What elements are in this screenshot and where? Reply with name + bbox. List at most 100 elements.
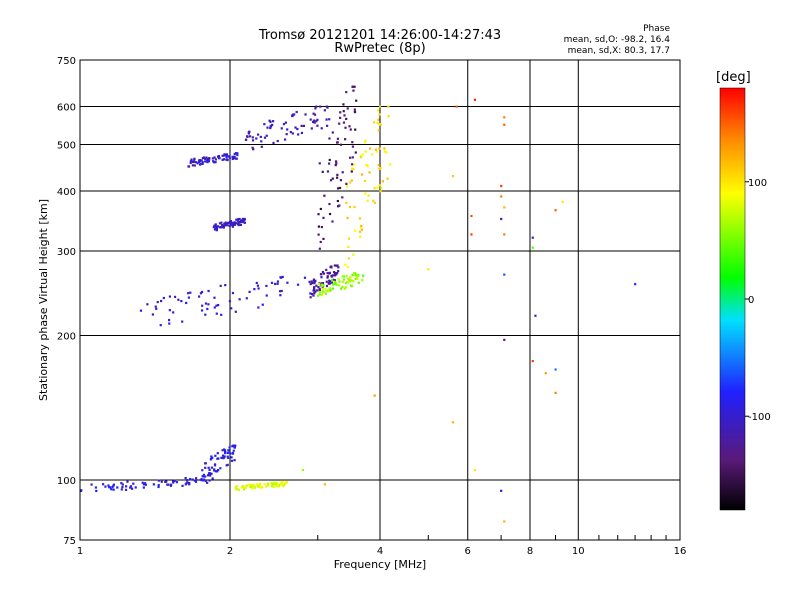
data-point (200, 159, 203, 162)
data-point (324, 290, 328, 293)
data-point (220, 224, 224, 227)
data-point (359, 235, 362, 238)
data-point (357, 281, 360, 284)
data-point (242, 488, 246, 491)
y-tick-label: 600 (57, 103, 76, 114)
data-point (352, 167, 355, 171)
data-point (205, 156, 208, 159)
data-point (253, 288, 256, 291)
data-point (341, 280, 344, 284)
data-point (347, 245, 350, 248)
data-point (500, 184, 503, 188)
y-tick-label: 500 (57, 141, 76, 152)
colorbar-title: [deg] (716, 70, 751, 85)
data-point (320, 282, 323, 285)
data-point (335, 273, 338, 276)
data-point (364, 192, 367, 195)
data-point (328, 162, 331, 165)
data-point (188, 477, 192, 481)
data-point (320, 283, 324, 286)
data-point (202, 473, 206, 477)
data-point (364, 139, 367, 142)
data-point (352, 273, 355, 276)
data-point (316, 294, 320, 297)
data-point (202, 475, 205, 478)
data-point (247, 132, 250, 135)
data-point (121, 483, 124, 486)
data-point (337, 205, 340, 208)
data-point (211, 456, 214, 459)
data-point (282, 123, 286, 126)
data-point (286, 128, 289, 131)
data-point (226, 455, 229, 458)
data-point (227, 451, 230, 454)
data-point (531, 236, 534, 239)
data-point (342, 275, 345, 278)
data-point (200, 309, 204, 312)
data-point (358, 230, 362, 233)
data-point (258, 486, 262, 489)
data-point (372, 199, 375, 202)
data-point (233, 152, 236, 156)
data-point (213, 156, 216, 159)
data-point (325, 124, 329, 127)
data-point (314, 107, 317, 110)
data-point (337, 266, 340, 269)
data-point (315, 105, 318, 108)
data-point (155, 307, 158, 310)
data-point (251, 136, 254, 139)
data-point (344, 286, 348, 289)
data-point (208, 157, 211, 160)
data-point (297, 133, 300, 136)
data-point (356, 277, 359, 280)
data-point (144, 483, 147, 486)
data-point (227, 155, 230, 158)
data-point (321, 170, 324, 173)
data-point (259, 485, 262, 488)
data-point (104, 485, 107, 488)
data-point (101, 483, 105, 486)
data-point (168, 295, 172, 298)
data-point (320, 127, 323, 130)
data-point (378, 167, 381, 170)
data-point (234, 310, 237, 313)
data-point (215, 227, 218, 231)
data-point (333, 282, 336, 286)
data-point (308, 280, 311, 283)
data-point (238, 298, 241, 301)
data-point (375, 150, 379, 153)
data-point (171, 480, 175, 483)
data-point (376, 186, 379, 189)
x-axis-label: Frequency [MHz] (334, 558, 426, 571)
data-point (187, 165, 190, 168)
data-point (235, 222, 238, 225)
data-point (129, 486, 132, 489)
data-point (377, 109, 380, 112)
data-point (333, 264, 336, 267)
data-point (214, 223, 217, 226)
data-point (354, 151, 357, 154)
data-point (339, 111, 342, 114)
x-tick-label: 2 (227, 546, 233, 557)
data-point (276, 485, 279, 488)
data-point (236, 153, 239, 157)
data-point (303, 276, 307, 279)
data-point (241, 485, 244, 489)
data-point (322, 237, 325, 240)
data-point (107, 484, 110, 487)
data-point (177, 298, 180, 301)
data-point (323, 483, 327, 486)
data-point (198, 159, 201, 162)
data-point (159, 324, 162, 327)
data-point (320, 276, 323, 279)
data-point (273, 282, 277, 286)
data-point (201, 304, 204, 307)
data-point (339, 287, 343, 290)
data-point (252, 484, 255, 487)
data-point (253, 485, 256, 488)
data-point (215, 304, 218, 307)
data-point (221, 154, 224, 157)
data-point (156, 300, 159, 304)
data-point (261, 303, 264, 306)
